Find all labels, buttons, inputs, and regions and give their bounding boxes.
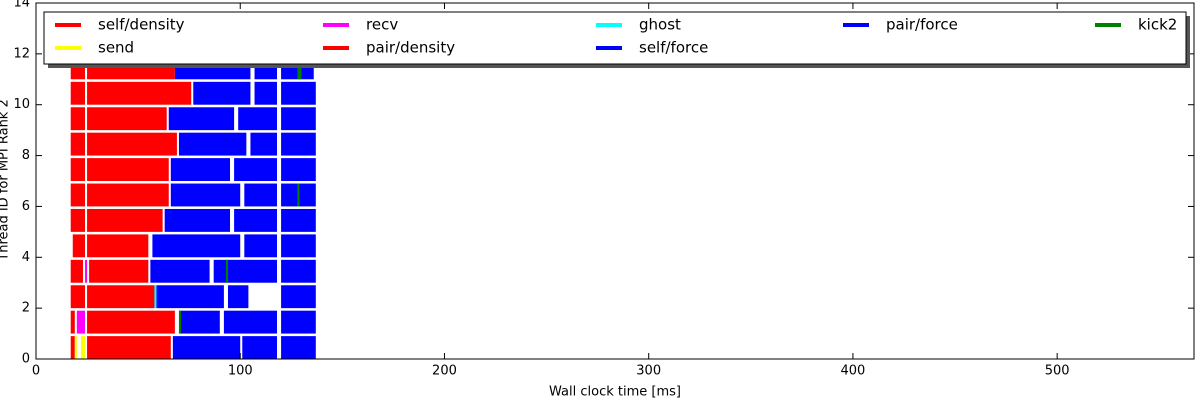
- task-segment: [281, 310, 316, 334]
- task-segment: [225, 259, 228, 283]
- task-segment: [72, 234, 86, 258]
- task-segment: [170, 183, 241, 207]
- task-segment: [87, 336, 171, 359]
- task-segment: [70, 336, 75, 359]
- x-tick-label: 200: [432, 364, 457, 379]
- task-segment: [70, 107, 86, 131]
- legend-label: self/density: [98, 16, 185, 34]
- legend-label: kick2: [1138, 16, 1177, 34]
- task-segment: [150, 259, 210, 283]
- task-segment: [281, 132, 316, 156]
- task-segment: [223, 310, 277, 334]
- task-segment: [170, 158, 231, 181]
- task-segment: [172, 336, 241, 359]
- x-tick-label: 500: [1045, 364, 1070, 379]
- task-segment: [87, 107, 167, 131]
- task-segment: [152, 234, 241, 258]
- y-tick-label: 2: [22, 301, 30, 316]
- y-tick-label: 10: [13, 97, 30, 112]
- task-segment: [70, 132, 86, 156]
- task-segment: [193, 81, 251, 105]
- plot-frame: [35, 2, 1195, 360]
- task-segment: [234, 208, 277, 232]
- task-segment: [227, 285, 249, 309]
- legend-label: pair/density: [366, 39, 455, 57]
- task-segment: [85, 259, 88, 283]
- task-segment: [70, 310, 75, 334]
- task-segment: [89, 259, 149, 283]
- legend-label: recv: [366, 16, 398, 34]
- y-tick-label: 8: [22, 148, 30, 163]
- task-segment: [87, 81, 192, 105]
- y-tick-label: 12: [13, 46, 30, 61]
- legend-box: [43, 11, 1187, 65]
- task-segment: [281, 259, 316, 283]
- x-tick-label: 100: [228, 364, 253, 379]
- task-segment: [164, 208, 231, 232]
- task-segment: [178, 132, 247, 156]
- task-segment: [281, 336, 316, 359]
- task-segment: [74, 336, 77, 359]
- task-segment: [297, 183, 300, 207]
- task-segment: [242, 336, 277, 359]
- task-segment: [87, 158, 169, 181]
- task-segment: [213, 259, 277, 283]
- legend-label: self/force: [639, 39, 708, 57]
- legend-label: ghost: [639, 16, 681, 34]
- task-segment: [87, 183, 169, 207]
- y-tick-label: 14: [13, 0, 30, 11]
- task-segment: [76, 310, 86, 334]
- legend-label: pair/force: [886, 16, 958, 34]
- task-segment: [87, 310, 175, 334]
- task-segment: [254, 81, 277, 105]
- task-segment: [238, 107, 277, 131]
- x-tick-label: 0: [32, 364, 40, 379]
- y-tick-label: 6: [22, 199, 30, 214]
- x-tick-label: 400: [841, 364, 866, 379]
- y-tick-label: 0: [22, 352, 30, 367]
- task-segment: [70, 208, 86, 232]
- task-segment: [281, 208, 316, 232]
- task-segment: [87, 208, 163, 232]
- legend: self/density send recv pair/density ghost sel…: [43, 11, 1190, 68]
- y-axis-label: Thread ID for MPI Rank 2: [0, 99, 12, 261]
- task-segment: [281, 158, 316, 181]
- task-segment: [250, 132, 277, 156]
- task-segment: [281, 81, 316, 105]
- task-segment: [70, 183, 86, 207]
- task-segment: [244, 183, 277, 207]
- task-segment: [70, 259, 83, 283]
- x-tick-label: 300: [636, 364, 661, 379]
- task-segment: [87, 234, 149, 258]
- task-segment: [281, 234, 316, 258]
- y-tick-label: 4: [22, 250, 30, 265]
- task-segment: [80, 336, 86, 359]
- task-segment: [87, 285, 155, 309]
- task-segment: [154, 285, 157, 309]
- task-segment: [70, 81, 86, 105]
- task-segment: [244, 234, 277, 258]
- task-segment: [234, 158, 277, 181]
- task-segment: [70, 158, 86, 181]
- task-segment: [281, 285, 316, 309]
- task-segment: [281, 107, 316, 131]
- x-axis-label: Wall clock time [ms]: [549, 385, 681, 400]
- task-segment: [70, 285, 86, 309]
- task-segment: [168, 107, 235, 131]
- task-segment: [87, 132, 177, 156]
- task-segment: [178, 310, 182, 334]
- task-segment: [156, 285, 224, 309]
- task-segment: [178, 310, 220, 334]
- legend-label: send: [98, 39, 134, 57]
